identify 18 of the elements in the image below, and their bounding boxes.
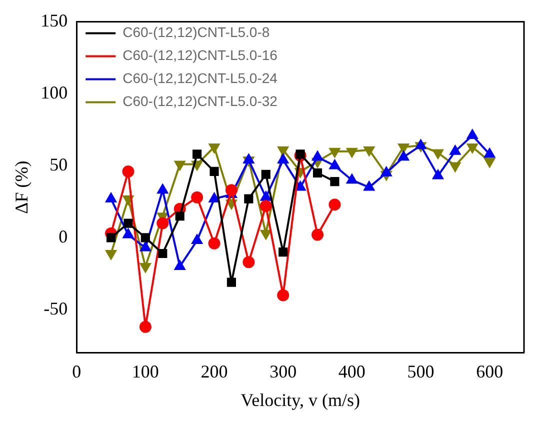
y-tick-label: -50 <box>44 298 68 318</box>
y-tick-label: 100 <box>40 82 68 102</box>
x-tick-label: 0 <box>72 361 82 382</box>
x-tick-label: 400 <box>338 361 366 382</box>
y-axis-title: ΔF (%) <box>12 160 32 214</box>
y-tick-label: 50 <box>50 154 68 174</box>
x-axis-title: Velocity, v (m/s) <box>240 390 360 410</box>
x-tick-label: 300 <box>270 361 297 382</box>
x-tick-label: 100 <box>132 361 159 382</box>
legend-label: C60-(12,12)CNT-L5.0-8 <box>122 24 270 40</box>
legend-label: C60-(12,12)CNT-L5.0-24 <box>122 70 278 86</box>
y-tick-label: 0 <box>58 226 68 246</box>
x-tick-label: 500 <box>407 361 434 382</box>
y-tick-label: 150 <box>40 10 68 31</box>
legend-label: C60-(12,12)CNT-L5.0-16 <box>122 47 278 64</box>
x-tick-label: 600 <box>476 361 504 382</box>
legend-label: C60-(12,12)CNT-L5.0-32 <box>122 93 278 110</box>
x-tick-label: 200 <box>200 361 228 382</box>
